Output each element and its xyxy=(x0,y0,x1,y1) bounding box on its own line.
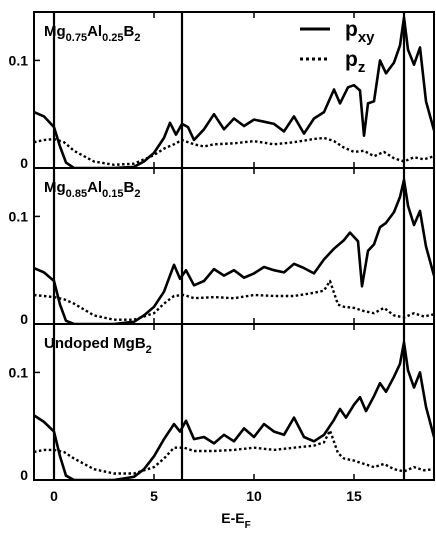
legend-main: p xyxy=(345,48,358,71)
panel-label-2: Undoped MgB2 xyxy=(44,335,152,356)
panel-2: 0 0.1 Undoped MgB2 xyxy=(9,323,435,483)
series-pz-line xyxy=(34,136,434,167)
panel-label-part: Al xyxy=(87,23,102,40)
y-tick-label: 0.1 xyxy=(9,52,29,68)
panel-frame xyxy=(33,323,435,481)
series-pxy-line xyxy=(34,178,434,324)
panel-label-part: 0.85 xyxy=(66,188,87,200)
x-axis-label-main: E-E xyxy=(221,510,244,526)
series-pz-line xyxy=(34,429,434,475)
x-tick-label: 5 xyxy=(150,488,158,504)
legend-sub: z xyxy=(358,59,366,76)
panel-label-part: Mg xyxy=(44,179,66,196)
panel-label-0: Mg0.75Al0.25B2 xyxy=(44,23,140,44)
x-axis-label-sub: F xyxy=(245,520,251,531)
panel-label-part: 2 xyxy=(134,32,140,44)
panel-label-part: 0.25 xyxy=(102,32,123,44)
panel-label-part: Mg xyxy=(44,23,66,40)
y-tick-label: 0.1 xyxy=(9,208,29,224)
y-tick-label: 0.1 xyxy=(9,364,29,380)
panel-label-1: Mg0.85Al0.15B2 xyxy=(44,179,140,200)
panel-label-part: Undoped MgB xyxy=(44,335,146,352)
x-tick-label: 10 xyxy=(246,488,262,504)
x-axis-label: E-EF xyxy=(221,510,250,531)
legend-pxy-label: pxy xyxy=(345,18,375,46)
panel-label-part: B xyxy=(124,179,135,196)
panel-label-part: 2 xyxy=(146,344,152,356)
panel-label-part: 0.75 xyxy=(66,32,87,44)
x-tick-label: 15 xyxy=(346,488,362,504)
x-tick-label: 0 xyxy=(50,488,58,504)
y-tick-label: 0 xyxy=(20,155,28,171)
y-tick-label: 0 xyxy=(20,467,28,483)
panel-label-part: 2 xyxy=(134,188,140,200)
y-tick-label: 0 xyxy=(20,311,28,327)
panel-1: 0 0.1 Mg0.85Al0.15B2 xyxy=(9,167,435,327)
series-pxy-line xyxy=(34,340,434,480)
panel-label-part: Al xyxy=(87,179,102,196)
series-pz-line xyxy=(34,279,434,321)
legend-sub: xy xyxy=(358,29,375,46)
legend-main: p xyxy=(345,18,358,41)
panel-label-part: B xyxy=(124,23,135,40)
legend-pz-label: pz xyxy=(345,48,365,76)
panel-label-part: 0.15 xyxy=(102,188,123,200)
